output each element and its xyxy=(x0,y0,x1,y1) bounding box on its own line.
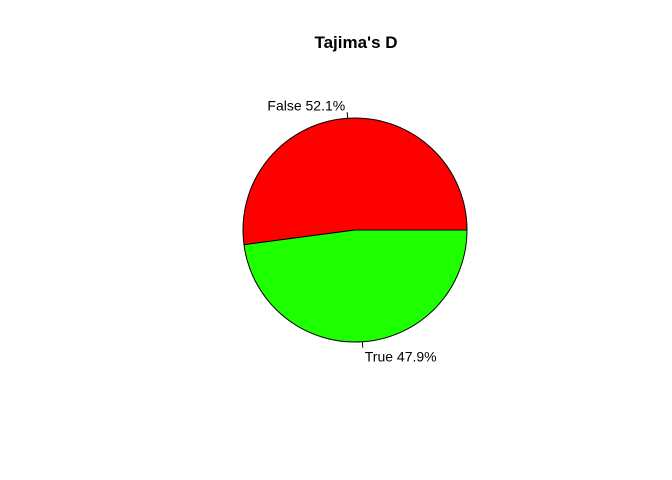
pie-labels: False 52.1% True 47.9% xyxy=(267,97,436,364)
pie-slice-true xyxy=(243,229,468,343)
slice-label-true: True 47.9% xyxy=(365,349,437,365)
slice-label-false: False 52.1% xyxy=(267,97,345,113)
pie-slices xyxy=(242,117,468,343)
pie-slice-false xyxy=(242,117,468,246)
chart-title: Tajima's D xyxy=(314,33,397,52)
